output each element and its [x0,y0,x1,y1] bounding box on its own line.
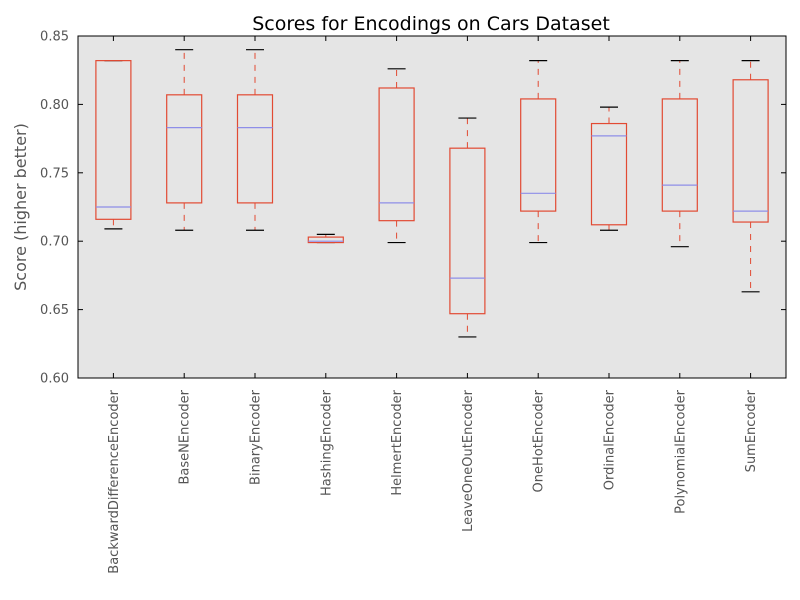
box-group [307,233,344,244]
box-group [236,49,274,231]
box-group [590,106,628,231]
chart-title: Scores for Encodings on Cars Dataset [252,13,610,35]
x-tick-label: BackwardDifferenceEncoder [107,389,122,573]
box-iqr [520,98,557,212]
x-tick-label: OrdinalEncoder [603,389,618,490]
plot-area [78,36,786,378]
x-tick-label: LeaveOneOutEncoder [461,389,476,532]
x-tick-label: SumEncoder [744,389,759,472]
box-iqr [95,60,132,220]
y-tick-label: 0.65 [40,303,69,318]
x-tick-label: BinaryEncoder [249,389,264,485]
box-group [166,49,203,231]
box-group [449,117,486,338]
box-iqr [236,94,274,204]
x-tick-label: PolynomialEncoder [673,389,688,513]
box-group [732,60,769,293]
x-tick-label: OneHotEncoder [532,389,547,492]
y-tick-label: 0.80 [40,98,69,113]
y-tick-label: 0.60 [40,372,69,387]
y-tick-label: 0.70 [40,235,69,250]
box-iqr [590,122,628,226]
x-axis: BackwardDifferenceEncoder BaseNEncoder Bin… [107,36,759,574]
y-axis-label: Score (higher better) [11,123,30,291]
y-tick-label: 0.75 [40,166,69,181]
box-group [378,68,415,244]
box-iqr [307,236,344,244]
x-tick-label: BaseNEncoder [178,389,193,484]
x-tick-label: HelmertEncoder [390,389,405,495]
boxes-layer [95,49,769,338]
plot-frame [77,35,787,379]
box-iqr [449,147,486,315]
box-iqr [166,94,203,204]
box-group [95,60,132,230]
x-tick-label: HashingEncoder [319,389,334,496]
y-tick-label: 0.85 [40,30,69,45]
box-iqr [661,98,698,212]
box-iqr [378,87,415,222]
box-group [520,60,557,244]
box-group [661,60,698,248]
box-iqr [732,79,769,223]
